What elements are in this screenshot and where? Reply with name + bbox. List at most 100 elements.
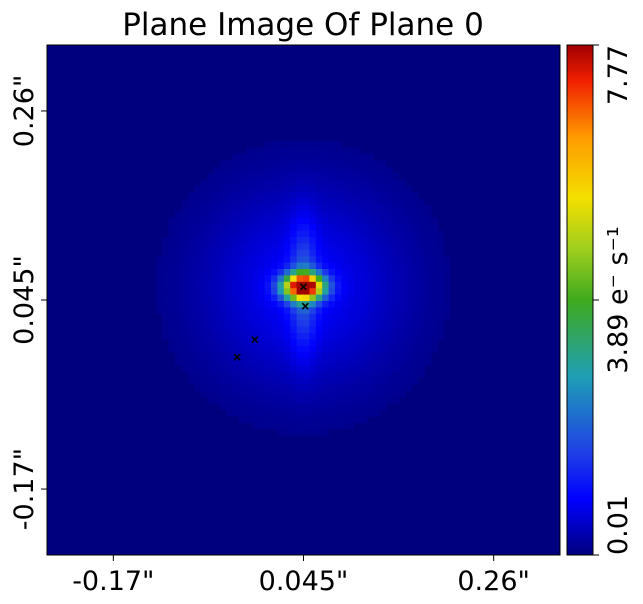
heatmap-cell	[187, 377, 195, 385]
heatmap-cell	[271, 192, 278, 199]
heatmap-cell	[424, 230, 432, 238]
heatmap-cell	[251, 281, 259, 289]
heatmap-cell	[258, 160, 265, 167]
heatmap-cell	[379, 326, 387, 334]
heatmap-cell	[373, 294, 381, 302]
heatmap-cell	[341, 416, 349, 423]
heatmap-cell	[322, 429, 329, 436]
heatmap-cell	[226, 160, 233, 167]
heatmap-cell	[162, 301, 169, 308]
heatmap-cell	[418, 320, 425, 327]
heatmap-cell	[162, 262, 169, 270]
heatmap-cell	[258, 352, 265, 359]
heatmap-cell	[296, 390, 304, 398]
heatmap-cell	[226, 198, 233, 206]
heatmap-cell	[239, 192, 246, 199]
heatmap-cell	[405, 288, 413, 295]
heatmap-cell	[239, 230, 246, 238]
heatmap-cell	[213, 301, 221, 308]
heatmap-cell	[322, 217, 329, 225]
heatmap-cell	[379, 301, 387, 308]
heatmap-cell	[303, 173, 310, 180]
heatmap-cell	[347, 166, 355, 174]
heatmap-cell	[411, 377, 419, 385]
heatmap-cell	[309, 269, 317, 276]
heatmap-cell	[354, 352, 361, 359]
heatmap-cell	[290, 243, 297, 251]
heatmap-cell	[386, 243, 393, 251]
heatmap-cell	[418, 205, 425, 212]
heatmap-cell	[418, 326, 425, 334]
heatmap-cell	[175, 352, 182, 359]
heatmap-cell	[296, 224, 304, 231]
heatmap-cell	[373, 333, 381, 340]
heatmap-cell	[258, 192, 265, 199]
heatmap-cell	[264, 345, 272, 353]
heatmap-cell	[258, 198, 265, 206]
heatmap-cell	[226, 262, 233, 270]
heatmap-cell	[245, 313, 253, 321]
heatmap-cell	[379, 384, 387, 391]
heatmap-cell	[194, 230, 201, 238]
heatmap-cell	[328, 185, 336, 193]
heatmap-cell	[175, 294, 182, 302]
heatmap-cell	[283, 409, 291, 417]
heatmap-cell	[309, 160, 317, 167]
heatmap-cell	[296, 333, 304, 340]
heatmap-cell	[373, 365, 381, 372]
heatmap-cell	[303, 416, 310, 423]
heatmap-cell	[219, 294, 227, 302]
heatmap-cell	[200, 390, 208, 398]
heatmap-cell	[315, 371, 323, 379]
heatmap-cell	[207, 288, 214, 295]
heatmap-cell	[341, 301, 349, 308]
heatmap-cell	[181, 339, 189, 347]
heatmap-cell	[175, 249, 182, 257]
heatmap-cell	[360, 262, 368, 270]
heatmap-cell	[399, 256, 406, 263]
heatmap-cell	[411, 365, 419, 372]
heatmap-cell	[322, 281, 329, 289]
heatmap-cell	[354, 205, 361, 212]
heatmap-cell	[322, 403, 329, 411]
heatmap-cell	[251, 179, 259, 187]
heatmap-cell	[277, 294, 285, 302]
heatmap-cell	[405, 230, 413, 238]
heatmap-cell	[271, 262, 278, 270]
heatmap-cell	[264, 320, 272, 327]
heatmap-cell	[322, 358, 329, 366]
heatmap-cell	[187, 249, 195, 257]
heatmap-cell	[290, 345, 297, 353]
heatmap-cell	[283, 185, 291, 193]
heatmap-cell	[347, 185, 355, 193]
heatmap-cell	[443, 262, 451, 270]
heatmap-cell	[213, 243, 221, 251]
heatmap-cell	[373, 371, 381, 379]
heatmap-cell	[207, 230, 214, 238]
heatmap-cell	[431, 333, 438, 340]
heatmap-cell	[213, 384, 221, 391]
heatmap-cell	[219, 352, 227, 359]
heatmap-cell	[309, 377, 317, 385]
heatmap-cell	[277, 339, 285, 347]
heatmap-cell	[399, 365, 406, 372]
heatmap-cell	[194, 294, 201, 302]
heatmap-cell	[328, 377, 336, 385]
heatmap-cell	[303, 198, 310, 206]
heatmap-cell	[290, 371, 297, 379]
heatmap-cell	[373, 390, 381, 398]
heatmap-cell	[367, 358, 374, 366]
heatmap-cell	[354, 320, 361, 327]
heatmap-cell	[219, 333, 227, 340]
heatmap-cell	[347, 397, 355, 404]
heatmap-cell	[277, 326, 285, 334]
heatmap-cell	[315, 211, 323, 219]
heatmap-cell	[373, 307, 381, 315]
heatmap-cell	[341, 192, 349, 199]
heatmap-cell	[309, 390, 317, 398]
heatmap-cell	[379, 358, 387, 366]
heatmap-cell	[360, 333, 368, 340]
heatmap-cell	[226, 185, 233, 193]
heatmap-cell	[341, 313, 349, 321]
heatmap-cell	[290, 301, 297, 308]
